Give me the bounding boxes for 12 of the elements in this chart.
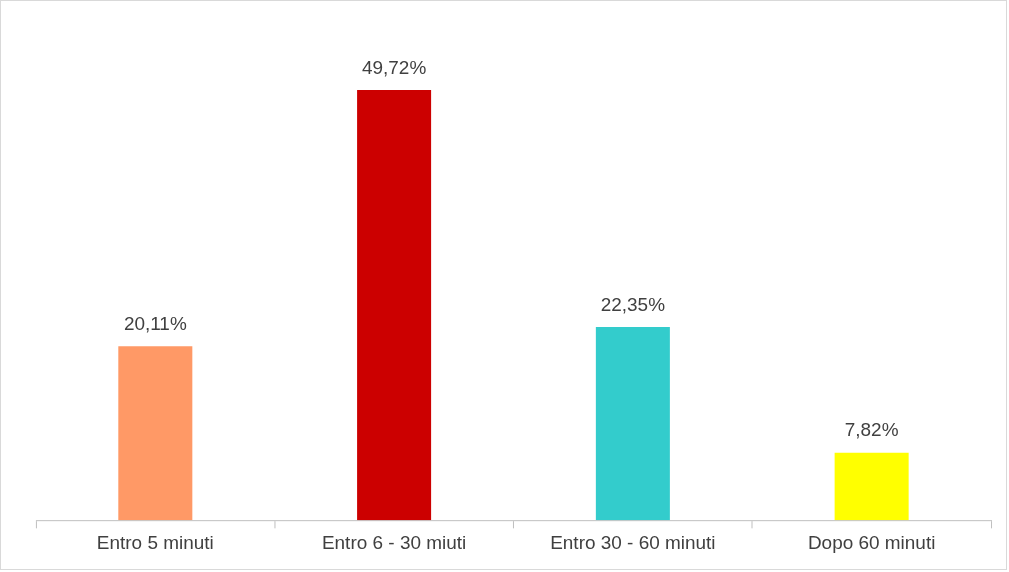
x-tick-label: Dopo 60 minuti: [807, 531, 936, 553]
data-label: 49,72%: [361, 56, 427, 78]
bar: [834, 452, 909, 521]
bar: [595, 326, 670, 521]
x-tick-label: Entro 6 - 30 miuti: [321, 531, 467, 553]
bar: [118, 346, 193, 521]
x-tick-label: Entro 5 minuti: [96, 531, 214, 553]
data-label: 7,82%: [844, 419, 899, 441]
data-label: 22,35%: [600, 293, 666, 315]
bar: [357, 89, 432, 521]
x-tick-label: Entro 30 - 60 minuti: [550, 531, 716, 553]
data-label: 20,11%: [123, 313, 187, 335]
